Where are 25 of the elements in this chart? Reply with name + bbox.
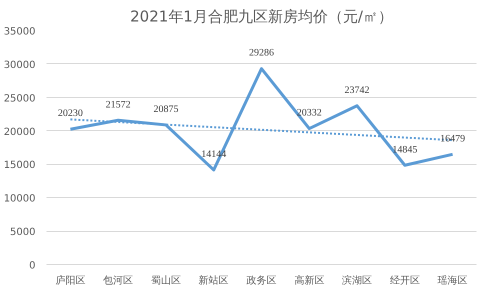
x-tick-label: 经开区 <box>390 274 420 286</box>
data-label: 21572 <box>106 99 131 110</box>
y-tick-label: 10000 <box>4 194 36 205</box>
x-tick-label: 高新区 <box>294 274 324 286</box>
y-tick-label: 35000 <box>4 26 36 38</box>
y-tick-label: 20000 <box>4 126 36 138</box>
y-tick-label: 30000 <box>4 60 36 71</box>
x-tick-label: 滨湖区 <box>342 274 372 286</box>
x-tick-label: 瑶海区 <box>438 274 468 286</box>
x-tick-label: 包河区 <box>103 274 134 286</box>
data-label: 29286 <box>249 48 274 59</box>
x-tick-label: 蜀山区 <box>150 274 181 286</box>
data-label: 16479 <box>440 133 466 144</box>
data-label: 14845 <box>392 144 418 156</box>
data-label: 23742 <box>344 84 370 96</box>
y-tick-label: 5000 <box>10 227 36 238</box>
chart-title: 2021年1月合肥九区新房均价（元/㎡） <box>130 8 393 26</box>
data-label: 20230 <box>58 108 83 120</box>
x-tick-label: 政务区 <box>246 274 276 286</box>
y-tick-label: 0 <box>29 260 36 272</box>
y-tick-label: 15000 <box>4 160 36 172</box>
y-tick-label: 25000 <box>4 93 36 104</box>
x-tick-label: 新站区 <box>198 274 229 286</box>
data-label: 20875 <box>153 104 178 115</box>
x-tick-label: 庐阳区 <box>55 274 86 286</box>
